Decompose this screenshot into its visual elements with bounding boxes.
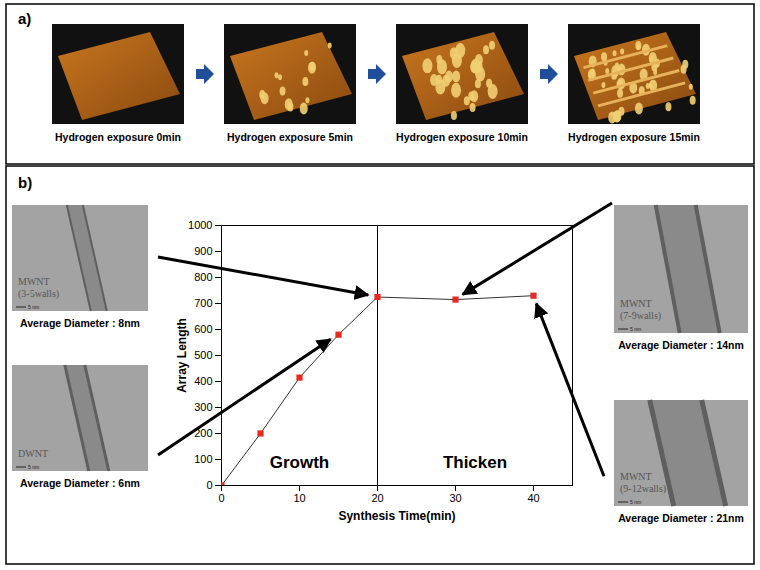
svg-text:MWNT: MWNT xyxy=(620,471,652,482)
svg-text:0: 0 xyxy=(218,492,224,504)
svg-text:100: 100 xyxy=(194,453,212,465)
svg-text:5 nm: 5 nm xyxy=(630,326,641,332)
svg-text:Average Diameter : 8nm: Average Diameter : 8nm xyxy=(20,317,140,329)
svg-text:Hydrogen exposure 0min: Hydrogen exposure 0min xyxy=(55,131,181,143)
svg-text:Average Diameter : 21nm: Average Diameter : 21nm xyxy=(618,512,744,524)
svg-text:1000: 1000 xyxy=(188,219,212,231)
svg-text:40: 40 xyxy=(527,492,539,504)
svg-text:400: 400 xyxy=(194,375,212,387)
svg-text:10: 10 xyxy=(293,492,305,504)
svg-text:Synthesis Time(min): Synthesis Time(min) xyxy=(338,509,455,523)
svg-text:300: 300 xyxy=(194,401,212,413)
svg-text:Thicken: Thicken xyxy=(443,453,507,472)
svg-text:Array Length: Array Length xyxy=(175,318,189,393)
svg-text:Average Diameter : 6nm: Average Diameter : 6nm xyxy=(20,477,140,489)
svg-text:500: 500 xyxy=(194,349,212,361)
svg-text:Hydrogen exposure 5min: Hydrogen exposure 5min xyxy=(227,131,353,143)
svg-text:b): b) xyxy=(18,174,32,191)
svg-text:Average Diameter : 14nm: Average Diameter : 14nm xyxy=(618,339,744,351)
svg-text:MWNT: MWNT xyxy=(620,298,652,309)
svg-text:20: 20 xyxy=(371,492,383,504)
svg-text:800: 800 xyxy=(194,271,212,283)
svg-text:5 nm: 5 nm xyxy=(28,464,39,470)
svg-text:200: 200 xyxy=(194,427,212,439)
svg-text:600: 600 xyxy=(194,323,212,335)
svg-text:900: 900 xyxy=(194,245,212,257)
svg-text:Hydrogen exposure 15min: Hydrogen exposure 15min xyxy=(568,131,700,143)
svg-text:0: 0 xyxy=(206,479,212,491)
svg-text:30: 30 xyxy=(449,492,461,504)
svg-text:Hydrogen exposure 10min: Hydrogen exposure 10min xyxy=(396,131,528,143)
svg-text:(9-12walls): (9-12walls) xyxy=(620,483,666,495)
svg-text:(7-9walls): (7-9walls) xyxy=(620,310,661,322)
svg-text:a): a) xyxy=(18,10,31,27)
svg-text:DWNT: DWNT xyxy=(18,448,48,459)
svg-text:700: 700 xyxy=(194,297,212,309)
svg-text:(3-5walls): (3-5walls) xyxy=(18,288,59,300)
svg-text:5 nm: 5 nm xyxy=(28,304,39,310)
svg-text:MWNT: MWNT xyxy=(18,276,50,287)
svg-text:5 nm: 5 nm xyxy=(630,499,641,505)
svg-text:Growth: Growth xyxy=(270,453,330,472)
